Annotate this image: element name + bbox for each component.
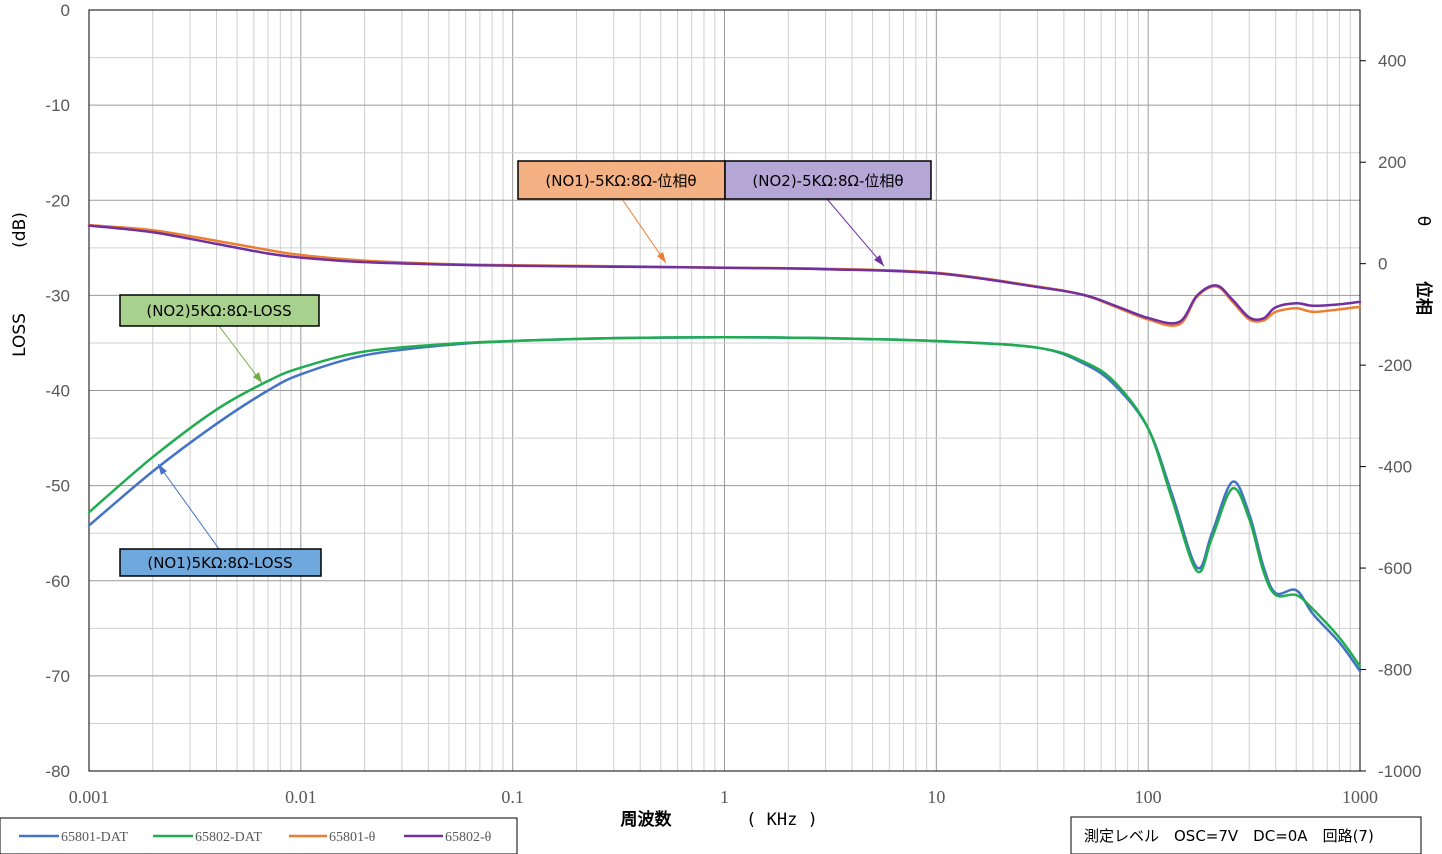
callout-no1-loss-label: (NO1)5KΩ:8Ω-LOSS: [147, 554, 292, 572]
callout-no1-loss-box: [119, 548, 322, 577]
x-tick-label: 100: [1135, 787, 1162, 807]
callout-no2-loss-arrowhead: [253, 372, 262, 383]
y-left-tick-label: -50: [45, 477, 70, 496]
y-left-tick-label: -30: [45, 286, 70, 305]
callout-no2-loss-label: (NO2)5KΩ:8Ω-LOSS: [146, 302, 291, 320]
callout-no2-loss-leader: [218, 325, 263, 384]
series-line-65802-dat: [87, 335, 1362, 668]
x-tick-label: 0.01: [285, 787, 317, 807]
y-right-tick-label: 0: [1378, 255, 1387, 274]
callout-no1-loss-arrowhead: [158, 464, 167, 475]
legend: 65801-DAT 65802-DAT 65801-θ 65802-θ: [0, 817, 518, 854]
legend-label-65801-dat: 65801-DAT: [61, 830, 128, 845]
y-left-tick-label: -70: [45, 667, 70, 686]
y-axis-left-title: LOSS: [10, 313, 30, 357]
callout-no2-phase: (NO2)-5KΩ:8Ω-位相θ: [724, 160, 932, 267]
plot-area: [88, 9, 1361, 772]
x-tick-label: 1000: [1342, 787, 1378, 807]
y-right-tick-label: 200: [1378, 153, 1406, 172]
y-right-tick-label: -1000: [1378, 762, 1421, 781]
legend-label-65802-dat: 65802-DAT: [195, 830, 262, 845]
y-right-tick-label: -800: [1378, 661, 1412, 680]
legend-label-65801-theta: 65801-θ: [329, 830, 376, 845]
measurement-note-box: [1070, 816, 1422, 854]
callout-no1-phase: (NO1)-5KΩ:8Ω-位相θ: [517, 160, 726, 264]
y-left-tick-label: 0: [61, 1, 70, 20]
x-axis-title: 周波数: [621, 809, 673, 830]
callout-no2-phase-label: (NO2)-5KΩ:8Ω-位相θ: [752, 172, 903, 190]
y-axis-right-title: 位相: [1413, 281, 1434, 315]
y-right-tick-label: -200: [1378, 356, 1412, 375]
y-left-tick-label: -60: [45, 572, 70, 591]
measurement-note: 測定レベル OSC=7V DC=0A 回路(7): [1070, 816, 1422, 854]
x-tick-label: 0.1: [501, 787, 524, 807]
callout-no2-phase-box: [724, 160, 932, 200]
x-tick-label: 1: [720, 787, 729, 807]
callout-no1-phase-box: [517, 160, 726, 200]
callout-no2-phase-arrowhead: [874, 255, 884, 266]
callout-no1-loss-leader: [157, 463, 220, 550]
y-left-tick-label: -40: [45, 382, 70, 401]
y-left-tick-label: -10: [45, 96, 70, 115]
y-right-tick-label: 400: [1378, 52, 1406, 71]
y-right-tick-label: -600: [1378, 559, 1412, 578]
x-axis-unit: ( KHz ): [746, 810, 818, 830]
y-right-tick-label: -400: [1378, 458, 1412, 477]
callout-no1-loss: (NO1)5KΩ:8Ω-LOSS: [119, 463, 322, 577]
grid: [88, 9, 1360, 772]
series-group: [87, 223, 1362, 673]
x-tick-label: 10: [927, 787, 945, 807]
tick-labels: 0.001 0.01 0.1 1 10 100 1000 0 -10 -20 -30 -40 -50 -6…: [45, 1, 1421, 807]
measurement-note-text: 測定レベル OSC=7V DC=0A 回路(7): [1084, 827, 1374, 845]
x-tick-label: 0.001: [69, 787, 110, 807]
callout-no1-phase-leader: [621, 198, 667, 264]
y-axis-right-symbol: θ: [1413, 216, 1433, 226]
legend-label-65802-theta: 65802-θ: [445, 830, 492, 845]
callout-no2-phase-leader: [826, 198, 885, 267]
y-left-tick-label: -80: [45, 762, 70, 781]
series-line-65802-theta: [87, 224, 1362, 325]
callout-no2-loss: (NO2)5KΩ:8Ω-LOSS: [119, 294, 320, 384]
y-left-tick-label: -20: [45, 191, 70, 210]
callout-no1-phase-label: (NO1)-5KΩ:8Ω-位相θ: [545, 172, 696, 190]
callout-no1-phase-arrowhead: [657, 252, 666, 263]
y-axis-left-unit: (dB): [10, 212, 30, 248]
callout-no2-loss-box: [119, 294, 320, 327]
